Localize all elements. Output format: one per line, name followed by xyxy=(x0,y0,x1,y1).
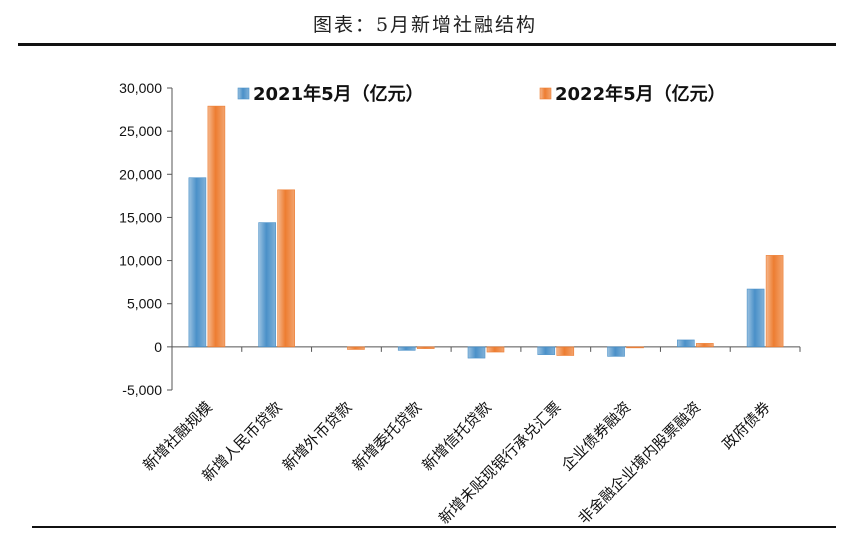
bar-2022 xyxy=(556,346,575,356)
legend-swatch-2021 xyxy=(237,87,250,100)
x-category-label: 新增委托贷款 xyxy=(349,398,425,474)
bar-2021 xyxy=(258,222,276,348)
x-category-label: 新增社融规模 xyxy=(139,398,215,474)
x-category-label: 新增信托贷款 xyxy=(418,398,494,474)
chart-title: 图表：5月新增社融结构 xyxy=(312,14,538,36)
x-category-label: 政府债券 xyxy=(719,398,774,453)
x-category-label: 非金融企业境内股票融资 xyxy=(575,398,704,527)
y-tick-label: 10,000 xyxy=(119,253,162,269)
bar-2021 xyxy=(746,288,765,348)
bar-2022 xyxy=(696,343,714,348)
bottom-rule xyxy=(32,526,836,528)
bar-2021 xyxy=(467,346,486,359)
bar-2021 xyxy=(188,177,207,348)
bar-2022 xyxy=(626,346,644,349)
x-category-label: 企业债券融资 xyxy=(558,398,634,474)
bar-2022 xyxy=(765,255,784,348)
bar-2022 xyxy=(277,189,295,348)
bar-2021 xyxy=(677,339,695,348)
y-tick-label: 15,000 xyxy=(119,209,162,225)
y-tick-label: 30,000 xyxy=(119,80,162,96)
bar-2021 xyxy=(537,346,556,355)
bar-2021 xyxy=(607,346,625,357)
bar-2021 xyxy=(397,346,416,351)
bar-2022 xyxy=(207,105,226,348)
y-tick-label: 25,000 xyxy=(119,123,162,139)
y-tick-label: 20,000 xyxy=(119,166,162,182)
bar-2022 xyxy=(486,346,505,353)
y-tick-label: 0 xyxy=(154,339,162,355)
top-rule xyxy=(18,43,836,46)
x-category-label: 新增未贴现银行承兑汇票 xyxy=(435,398,564,527)
bar-2022 xyxy=(416,346,435,349)
y-tick-label: -5,000 xyxy=(122,382,162,398)
legend-label-2021: 2021年5月（亿元） xyxy=(253,83,424,105)
bar-2022 xyxy=(347,346,365,350)
legend-label-2022: 2022年5月（亿元） xyxy=(555,83,726,105)
y-tick-label: 5,000 xyxy=(127,296,162,312)
legend-swatch-2022 xyxy=(539,87,552,100)
x-category-label: 新增外币贷款 xyxy=(279,398,355,474)
